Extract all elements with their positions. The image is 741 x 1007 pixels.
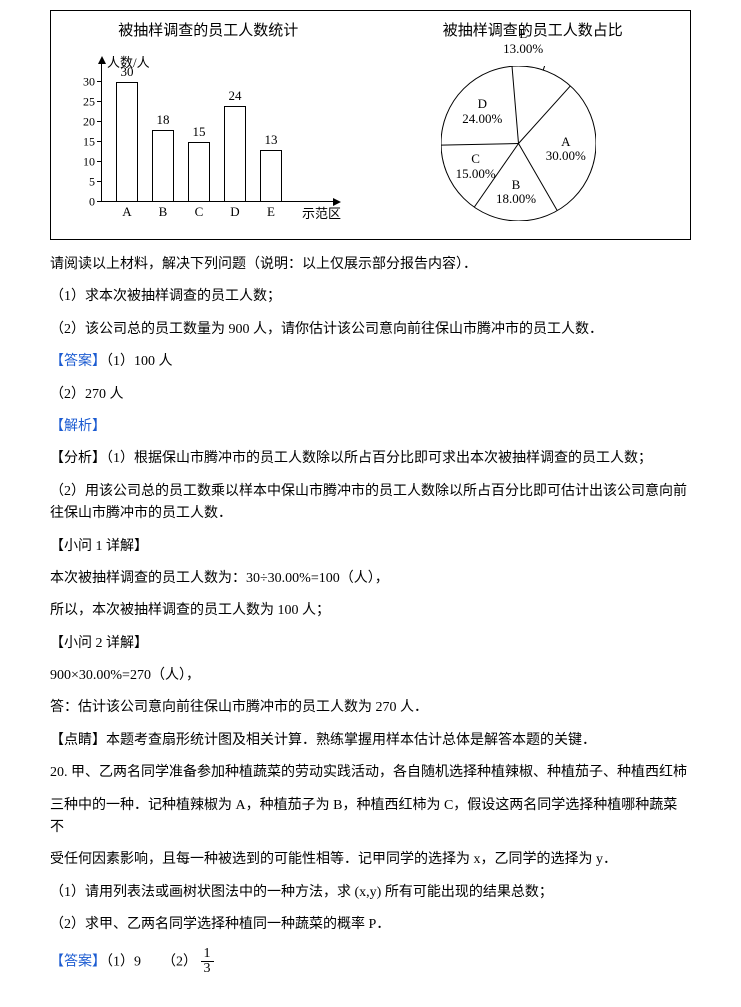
fraction-denominator: 3 bbox=[201, 962, 214, 977]
sub2-line-2: 答：估计该公司意向前往保山市腾冲市的员工人数为 270 人． bbox=[50, 697, 691, 719]
answer-2: （2）270 人 bbox=[50, 384, 691, 406]
analysis-1: （1）根据保山市腾冲市的员工人数除以所占百分比即可求出本次被抽样调查的员工人数； bbox=[106, 451, 652, 466]
analysis-hdr: 【分析】 bbox=[50, 451, 106, 466]
pie-chart: A30.00%B18.00%C15.00%D24.00%E13.00% bbox=[386, 44, 646, 234]
answer-label: 【答案】 bbox=[50, 354, 106, 369]
analysis-label: 【解析】 bbox=[50, 416, 691, 438]
sub2-header: 【小问 2 详解】 bbox=[50, 633, 691, 655]
q20-answer-line: 【答案】（1）9 （2） 1 3 bbox=[50, 947, 691, 977]
y-axis bbox=[101, 62, 102, 202]
q20-question-1: （1）请用列表法或画树状图法中的一种方法，求 (x,y) 所有可能出现的结果总数… bbox=[50, 882, 691, 904]
y-axis-arrow-icon bbox=[98, 56, 106, 64]
x-axis-label: 示范区 bbox=[302, 203, 341, 222]
y-tick bbox=[97, 121, 101, 122]
sub1-line-1: 本次被抽样调查的员工人数为：30÷30.00%=100（人）， bbox=[50, 568, 691, 590]
sub1-header: 【小问 1 详解】 bbox=[50, 536, 691, 558]
bar-category-label: E bbox=[260, 204, 282, 220]
page: 被抽样调查的员工人数统计 人数/人 示范区 05101520253030A18B… bbox=[0, 0, 741, 1007]
pie-leader-line bbox=[543, 66, 547, 70]
pie-slice-label: C15.00% bbox=[446, 152, 506, 182]
bar-value: 15 bbox=[184, 124, 214, 140]
y-tick bbox=[97, 101, 101, 102]
y-tick-label: 0 bbox=[71, 195, 95, 210]
question-1: （1）求本次被抽样调查的员工人数； bbox=[50, 286, 691, 308]
y-tick bbox=[97, 161, 101, 162]
y-tick bbox=[97, 141, 101, 142]
y-tick-label: 15 bbox=[71, 135, 95, 150]
sub1-line-2: 所以，本次被抽样调查的员工人数为 100 人； bbox=[50, 600, 691, 622]
figure-box: 被抽样调查的员工人数统计 人数/人 示范区 05101520253030A18B… bbox=[50, 10, 691, 240]
pie-slice-label: D24.00% bbox=[452, 97, 512, 127]
q20-answer-1: （1）9 bbox=[106, 954, 141, 969]
q20-line-3: 受任何因素影响，且每一种被选到的可能性相等．记甲同学的选择为 x，乙同学的选择为… bbox=[50, 849, 691, 871]
q20-question-2: （2）求甲、乙两名同学选择种植同一种蔬菜的概率 P． bbox=[50, 914, 691, 936]
q20-answer-2-prefix: （2） bbox=[162, 954, 197, 969]
q20-line-1: 20. 甲、乙两名同学准备参加种植蔬菜的劳动实践活动，各自随机选择种植辣椒、种植… bbox=[50, 762, 691, 784]
answer-line-1: 【答案】（1）100 人 bbox=[50, 351, 691, 373]
bar-category-label: D bbox=[224, 204, 246, 220]
bar-value: 30 bbox=[112, 64, 142, 80]
bar bbox=[188, 142, 210, 202]
analysis-line-1: 【分析】（1）根据保山市腾冲市的员工人数除以所占百分比即可求出本次被抽样调查的员… bbox=[50, 448, 691, 470]
bar-category-label: A bbox=[116, 204, 138, 220]
y-tick bbox=[97, 201, 101, 202]
q20-answer-label: 【答案】 bbox=[50, 954, 106, 969]
fraction-numerator: 1 bbox=[201, 947, 214, 963]
pie-slice-label: E13.00% bbox=[493, 27, 553, 57]
pie-slice-label: A30.00% bbox=[536, 135, 596, 165]
bar bbox=[116, 82, 138, 202]
pie-divider bbox=[441, 144, 518, 146]
bar bbox=[260, 150, 282, 202]
y-tick-label: 10 bbox=[71, 155, 95, 170]
y-tick-label: 25 bbox=[71, 95, 95, 110]
bar-chart-panel: 被抽样调查的员工人数统计 人数/人 示范区 05101520253030A18B… bbox=[61, 19, 356, 234]
answer-1: （1）100 人 bbox=[106, 354, 173, 369]
question-2: （2）该公司总的员工数量为 900 人，请你估计该公司意向前往保山市腾冲市的员工… bbox=[50, 319, 691, 341]
pie-chart-panel: 被抽样调查的员工人数占比 A30.00%B18.00%C15.00%D24.00… bbox=[386, 19, 681, 234]
bar-chart: 人数/人 示范区 05101520253030A18B15C24D13E bbox=[61, 44, 341, 234]
bar-value: 18 bbox=[148, 112, 178, 128]
bar-category-label: C bbox=[188, 204, 210, 220]
bar-value: 13 bbox=[256, 132, 286, 148]
y-tick-label: 30 bbox=[71, 75, 95, 90]
q20-line-2: 三种中的一种．记种植辣椒为 A，种植茄子为 B，种植西红柿为 C，假设这两名同学… bbox=[50, 795, 691, 840]
bar-category-label: B bbox=[152, 204, 174, 220]
y-tick bbox=[97, 181, 101, 182]
intro-text: 请阅读以上材料，解决下列问题（说明：以上仅展示部分报告内容）． bbox=[50, 254, 691, 276]
y-tick-label: 5 bbox=[71, 175, 95, 190]
dianjing: 【点睛】本题考查扇形统计图及相关计算．熟练掌握用样本估计总体是解答本题的关键． bbox=[50, 730, 691, 752]
analysis-2: （2）用该公司总的员工数乘以样本中保山市腾冲市的员工人数除以所占百分比即可估计出… bbox=[50, 481, 691, 526]
bar bbox=[152, 130, 174, 202]
sub2-line-1: 900×30.00%=270（人）， bbox=[50, 665, 691, 687]
bar bbox=[224, 106, 246, 202]
y-tick-label: 20 bbox=[71, 115, 95, 130]
q20-answer-2-fraction: 1 3 bbox=[201, 947, 214, 977]
y-tick bbox=[97, 81, 101, 82]
bar-chart-title: 被抽样调查的员工人数统计 bbox=[61, 19, 356, 40]
pie-divider bbox=[512, 66, 518, 143]
bar-value: 24 bbox=[220, 88, 250, 104]
